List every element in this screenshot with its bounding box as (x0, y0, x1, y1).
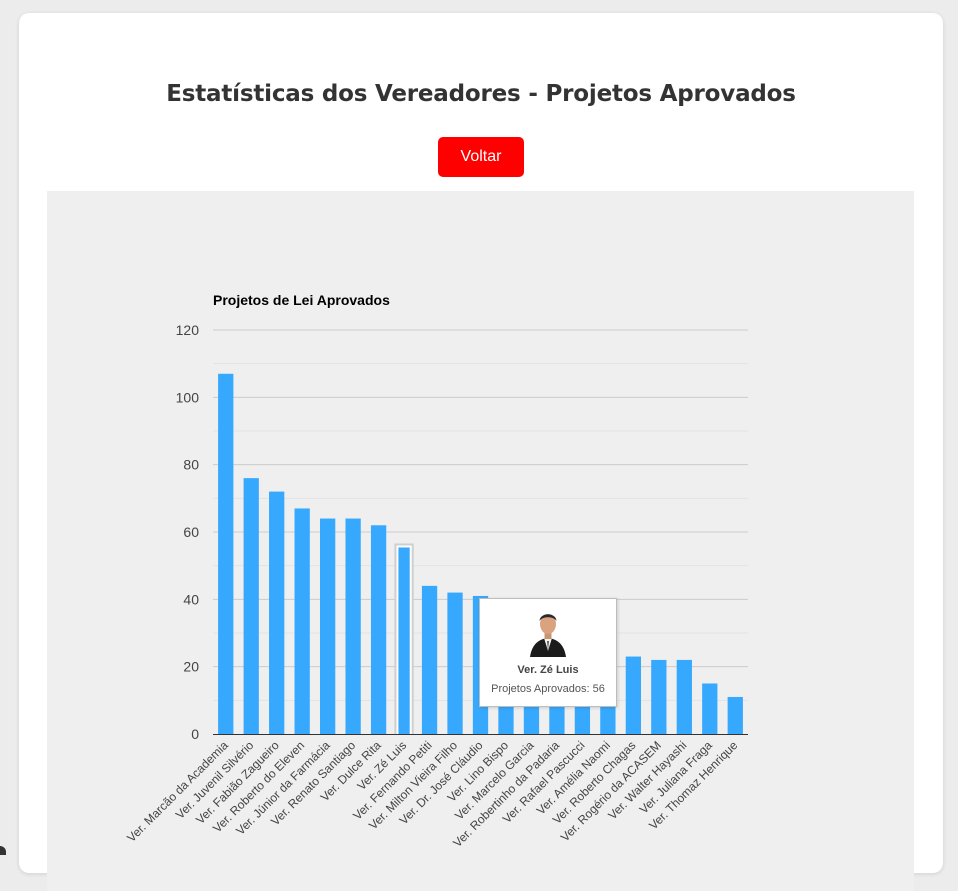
y-tick-label: 80 (183, 457, 199, 473)
back-button[interactable]: Voltar (438, 137, 524, 177)
bar (727, 696, 743, 734)
y-tick-label: 20 (183, 659, 199, 675)
y-tick-label: 0 (191, 726, 199, 742)
tooltip-value: Projetos Aprovados: 56 (491, 683, 605, 695)
page-title: Estatísticas dos Vereadores - Projetos A… (166, 81, 796, 107)
bar (243, 478, 259, 734)
chart-tooltip: Ver. Zé Luis Projetos Aprovados: 56 (479, 598, 617, 707)
bar (651, 659, 667, 734)
chart-panel: 0 20 40 60 80 100 120 Projetos de Lei Aprovados… (47, 191, 914, 891)
bar (398, 547, 410, 734)
tooltip-name: Ver. Zé Luis (517, 664, 579, 676)
y-tick-label: 40 (183, 591, 199, 607)
bar (269, 491, 285, 734)
y-tick-label: 120 (176, 322, 200, 338)
bar (421, 585, 438, 734)
y-tick-label: 100 (176, 389, 200, 405)
window-corner (0, 846, 6, 855)
bar (447, 592, 463, 734)
bar (345, 518, 361, 734)
bar (370, 525, 387, 734)
bar (625, 656, 641, 734)
chart-title: Projetos de Lei Aprovados (213, 292, 390, 308)
bar (676, 659, 692, 734)
bar (218, 373, 234, 734)
bar (702, 683, 718, 734)
avatar (528, 607, 568, 657)
main-card: Estatísticas dos Vereadores - Projetos A… (19, 13, 943, 891)
bar (294, 508, 310, 734)
bar-chart[interactable]: 0 20 40 60 80 100 120 Projetos de Lei Aprovados… (47, 191, 914, 861)
bar (320, 518, 336, 734)
y-tick-label: 60 (183, 524, 199, 540)
